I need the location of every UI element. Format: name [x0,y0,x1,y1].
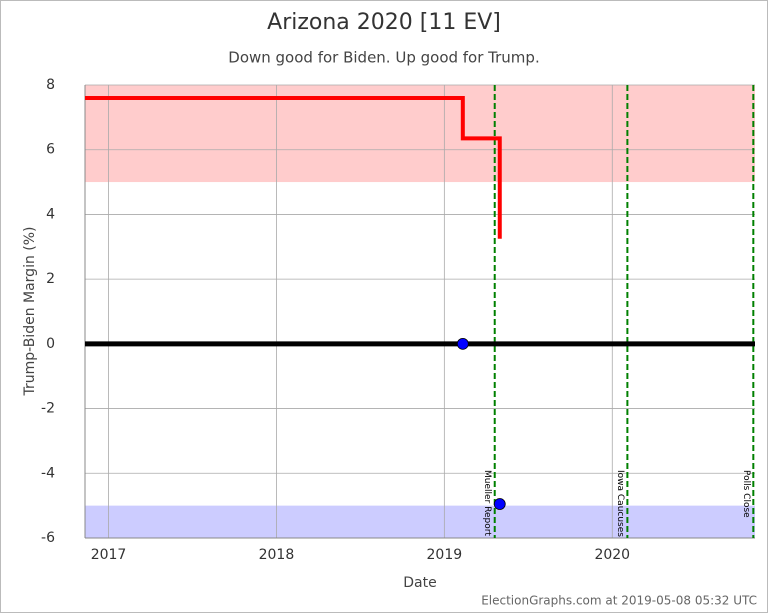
y-axis-label: Trump-Biden Margin (%) [22,226,38,396]
y-tick-label: 0 [46,336,55,352]
x-tick-label: 2018 [259,547,295,563]
y-tick-label: -4 [41,465,55,481]
x-tick-label: 2020 [594,547,630,563]
chart-title: Arizona 2020 [11 EV] [267,10,501,35]
band [85,85,755,183]
y-tick-label: 4 [46,206,55,222]
event-label: Mueller Report [482,470,492,536]
y-tick-label: 6 [46,142,55,158]
footer: ElectionGraphs.com at 2019-05-08 05:32 U… [481,594,757,608]
y-tick-label: -6 [41,530,55,546]
event-label: Iowa Caucuses [615,470,625,537]
band [85,505,755,538]
event-label: Polls Close [741,470,751,518]
chart-subtitle: Down good for Biden. Up good for Trump. [228,49,539,67]
point [493,498,506,510]
y-tick-label: 8 [46,77,55,93]
x-tick-label: 2019 [427,547,463,563]
point [456,337,469,350]
x-axis-label: Date [403,575,436,591]
x-tick-label: 2017 [91,547,127,563]
y-tick-label: 2 [46,271,55,287]
y-tick-label: -2 [41,401,55,417]
line [85,95,502,239]
